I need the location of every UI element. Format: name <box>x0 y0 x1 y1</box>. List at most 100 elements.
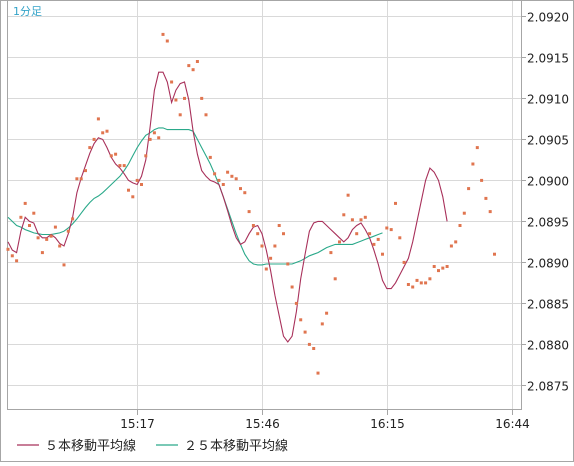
price-point <box>294 301 298 305</box>
price-point <box>15 259 19 263</box>
price-point <box>96 117 100 121</box>
grid-lines <box>7 0 522 410</box>
price-point <box>165 39 169 43</box>
y-tick-label: 2.0895 <box>527 216 569 230</box>
price-point <box>157 136 161 140</box>
y-tick-label: 2.0905 <box>527 134 569 148</box>
timeframe-label: 1分足 <box>13 5 42 18</box>
price-point <box>342 213 346 217</box>
price-point <box>135 178 139 182</box>
price-point <box>282 232 285 236</box>
plot-background <box>7 0 522 410</box>
price-point <box>200 96 204 100</box>
price-point <box>75 177 79 181</box>
price-point <box>350 218 354 222</box>
price-point <box>432 265 436 268</box>
price-point <box>303 330 307 334</box>
price-point <box>290 285 294 289</box>
price-point <box>376 237 380 241</box>
price-point <box>36 236 40 240</box>
price-point <box>359 218 363 222</box>
price-point <box>140 183 143 186</box>
price-point <box>437 269 440 273</box>
price-point <box>178 113 182 117</box>
price-point <box>493 252 496 256</box>
price-point <box>114 152 118 156</box>
price-point <box>394 201 397 205</box>
price-point <box>389 228 393 232</box>
price-points <box>6 32 496 375</box>
price-point <box>449 244 453 248</box>
price-point <box>406 283 410 286</box>
y-tick-label: 2.0900 <box>527 175 569 189</box>
price-point <box>226 170 230 174</box>
price-point <box>221 183 225 186</box>
price-point <box>144 154 148 158</box>
price-point <box>372 242 376 246</box>
price-point <box>49 234 53 238</box>
price-point <box>269 256 273 260</box>
price-point <box>355 232 359 236</box>
price-point <box>92 137 96 141</box>
x-tick-label: 15:17 <box>120 417 155 431</box>
price-point <box>230 174 234 178</box>
price-point <box>109 154 113 158</box>
price-point <box>462 211 466 215</box>
price-point <box>398 236 402 240</box>
price-point <box>363 215 367 219</box>
price-point <box>79 177 83 181</box>
price-point <box>402 260 406 264</box>
price-point <box>239 187 242 191</box>
price-point <box>484 196 488 200</box>
y-tick-label: 2.0880 <box>527 339 569 353</box>
legend: ５本移動平均線 ２５本移動平均線 <box>17 438 288 454</box>
y-axis-ticks: 2.0875 2.0880 2.0885 2.0890 2.0895 2.0900 2.09… <box>522 11 569 394</box>
price-point <box>28 224 31 227</box>
price-point <box>251 224 255 227</box>
price-point <box>381 252 384 256</box>
price-point <box>53 225 57 229</box>
price-point <box>368 232 372 236</box>
price-point <box>312 347 316 350</box>
price-point <box>454 240 458 244</box>
price-point <box>441 266 445 270</box>
price-point <box>217 178 221 182</box>
price-point <box>286 262 290 266</box>
price-point <box>183 96 186 100</box>
price-point <box>58 244 62 248</box>
price-point <box>243 191 247 195</box>
price-point <box>19 215 23 219</box>
y-tick-label: 2.0915 <box>527 52 569 66</box>
legend-ma5-label: ５本移動平均線 <box>45 438 136 454</box>
price-point <box>101 131 105 135</box>
price-point <box>122 164 126 168</box>
price-point <box>23 201 27 205</box>
price-point <box>10 254 14 258</box>
y-tick-label: 2.0890 <box>527 257 569 271</box>
price-point <box>467 187 471 191</box>
price-point <box>273 244 277 248</box>
price-point <box>325 311 329 315</box>
price-point <box>411 285 415 289</box>
price-point <box>195 60 199 63</box>
price-point <box>40 251 44 255</box>
price-point <box>307 342 311 346</box>
price-point <box>161 32 165 36</box>
price-point <box>338 240 341 244</box>
price-point <box>62 263 66 267</box>
price-point <box>475 146 479 150</box>
x-tick-label: 15:46 <box>245 417 280 431</box>
price-point <box>148 137 152 141</box>
y-tick-label: 2.0920 <box>527 11 569 25</box>
price-point <box>213 172 217 176</box>
price-point <box>84 169 87 173</box>
price-point <box>480 178 484 182</box>
price-point <box>6 247 10 251</box>
price-point <box>32 211 36 215</box>
price-point <box>277 224 281 227</box>
price-point <box>445 265 449 268</box>
price-point <box>488 210 492 214</box>
price-point <box>419 281 423 285</box>
y-tick-label: 2.0875 <box>527 380 569 394</box>
